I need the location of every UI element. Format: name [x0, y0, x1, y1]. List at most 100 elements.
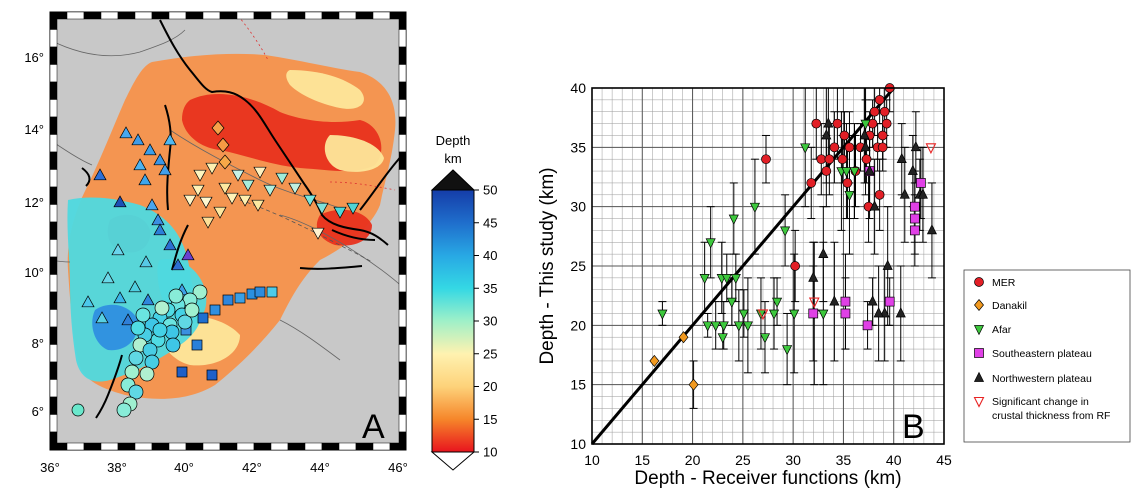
map-station-marker — [138, 173, 152, 186]
scatter-y-tick: 20 — [570, 317, 586, 333]
scatter-y-tick: 10 — [570, 436, 586, 452]
frame-tick — [398, 449, 407, 451]
data-point — [728, 214, 739, 225]
data-point — [974, 298, 984, 312]
map-x-tick: 42° — [242, 460, 262, 475]
error-bars — [658, 87, 936, 409]
frame-tick — [66, 11, 85, 20]
scatter-x-tick: 25 — [735, 452, 751, 468]
frame-tick — [49, 221, 58, 240]
scatter-y-title: Depth - This study (km) — [537, 167, 558, 364]
frame-tick — [49, 46, 58, 65]
map-station-marker — [171, 258, 185, 271]
map-y-tick: 8° — [32, 336, 44, 351]
legend-label: MER — [992, 277, 1016, 289]
colorbar-tick-label: 35 — [483, 281, 497, 296]
data-point — [768, 309, 780, 320]
colorbar-bottom-triangle — [430, 451, 476, 471]
frame-tick — [49, 99, 58, 118]
map-x-tick: 36° — [40, 460, 60, 475]
data-point — [877, 142, 888, 153]
map-station-marker — [263, 184, 277, 197]
map-station-marker — [153, 153, 167, 166]
data-point — [907, 164, 918, 175]
map-station-marker — [154, 300, 170, 316]
data-point — [749, 202, 760, 213]
frame-tick — [398, 396, 407, 415]
data-point — [730, 274, 741, 285]
map-station-marker — [81, 295, 95, 308]
map-station-marker — [218, 154, 232, 170]
data-point — [861, 154, 872, 165]
data-point — [780, 226, 791, 237]
map-station-marker — [158, 163, 172, 176]
map-y-tick: 16° — [24, 50, 44, 65]
data-point — [974, 277, 984, 287]
colorbar-unit: km — [444, 151, 461, 166]
data-point — [973, 371, 985, 382]
frame-tick — [398, 379, 407, 398]
map-x-tick: 40° — [174, 460, 194, 475]
frame-tick — [202, 11, 221, 20]
frame-tick — [398, 204, 407, 223]
legend-item: MER — [974, 277, 1016, 289]
frame-tick — [49, 81, 58, 100]
scatter-frame — [591, 87, 945, 445]
map-station-marker — [141, 293, 155, 306]
data-point — [842, 178, 853, 188]
frame-tick — [398, 414, 407, 433]
map-y-tick: 10° — [24, 265, 44, 280]
data-point — [844, 190, 855, 202]
frame-tick — [338, 442, 357, 451]
frame-tick — [287, 442, 306, 451]
frame-tick — [49, 431, 58, 450]
frame-tick — [49, 256, 58, 275]
map-station-marker — [288, 182, 302, 195]
frame-tick — [219, 442, 238, 451]
frame-tick — [270, 11, 289, 20]
map-station-marker — [163, 133, 177, 146]
frame-tick — [66, 442, 85, 451]
frame-tick — [49, 449, 58, 451]
scatter-x-tick: 15 — [634, 452, 650, 468]
frame-tick — [398, 116, 407, 135]
data-point — [881, 118, 892, 129]
data-point — [821, 129, 832, 140]
scatter-panel: 10 15 20 25 30 35 40 45 10 15 20 25 30 35 40 Depth - … — [537, 80, 952, 489]
data-point — [862, 320, 873, 331]
frame-tick — [398, 99, 407, 118]
depth-field-yellow — [324, 135, 384, 172]
map-station-marker — [176, 366, 188, 378]
map-station-marker — [164, 324, 180, 340]
data-point — [840, 296, 851, 307]
colorbar-top-triangle — [430, 169, 476, 191]
frame-tick — [49, 151, 58, 170]
data-point — [879, 106, 890, 117]
scatter-y-tick: 15 — [570, 377, 586, 393]
colorbar-tick-label: 30 — [483, 314, 497, 329]
map-station-marker — [168, 288, 184, 304]
data-point — [808, 308, 819, 319]
frame-tick — [49, 204, 58, 223]
map-y-tick: 6° — [32, 404, 44, 419]
frame-tick — [134, 11, 153, 20]
data-point — [710, 321, 721, 332]
map-station-marker — [121, 313, 135, 326]
map-station-marker — [111, 243, 125, 256]
map-station-marker — [113, 195, 127, 208]
frame-tick — [398, 431, 407, 450]
frame-tick — [134, 442, 153, 451]
data-point — [808, 297, 820, 309]
frame-tick — [49, 186, 58, 205]
map-station-marker — [213, 206, 227, 219]
frame-tick — [398, 274, 407, 293]
frame-tick — [398, 186, 407, 205]
scatter-x-tick: 45 — [936, 452, 952, 468]
scatter-grid-major — [591, 87, 945, 445]
map-station-marker — [315, 202, 329, 215]
map-station-marker — [128, 384, 144, 400]
data-point — [917, 188, 928, 199]
data-point — [699, 274, 710, 285]
map-station-marker — [95, 311, 109, 324]
frame-tick — [49, 361, 58, 380]
